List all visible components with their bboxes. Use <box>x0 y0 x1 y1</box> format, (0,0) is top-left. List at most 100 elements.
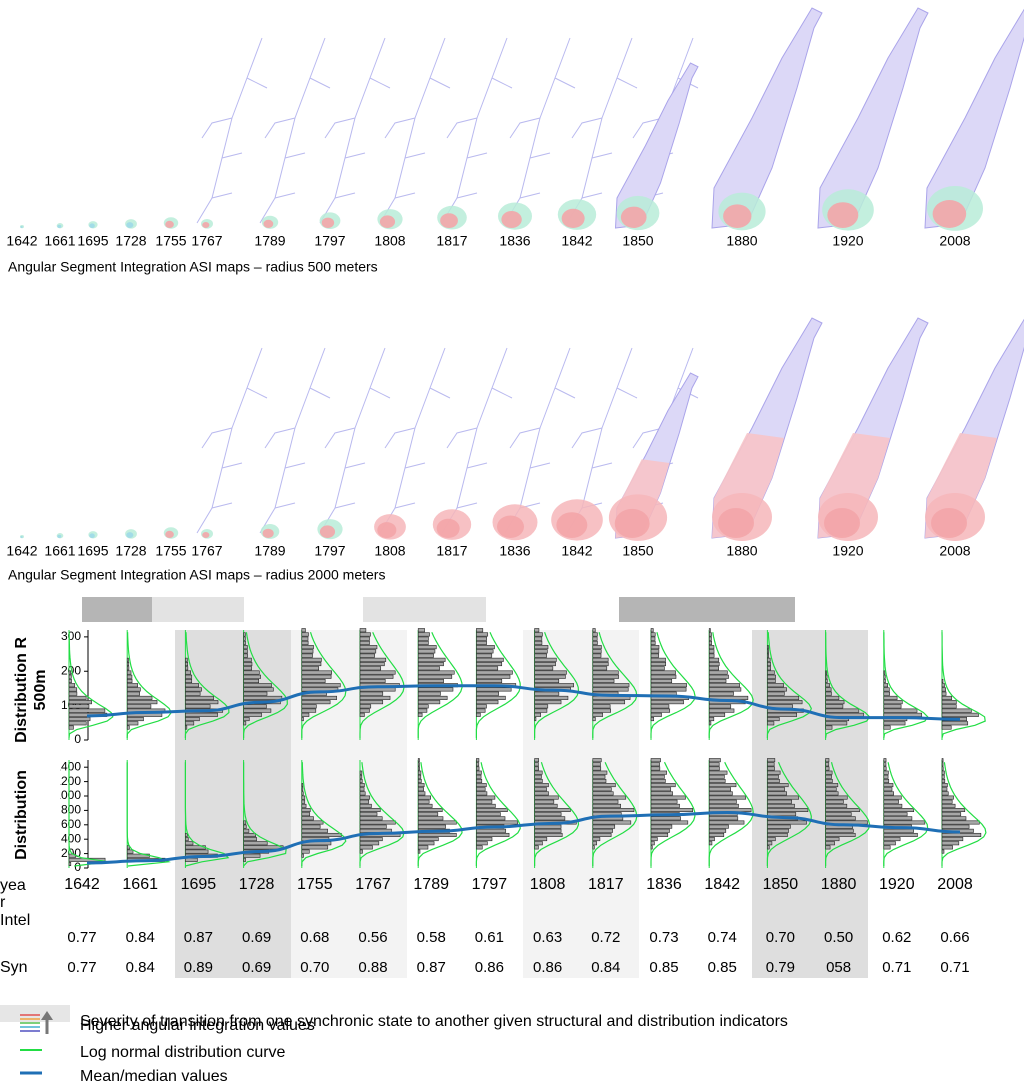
histogram-bar <box>883 820 926 825</box>
histogram-bar <box>650 787 672 792</box>
histogram-bar <box>708 721 712 726</box>
map <box>125 529 137 539</box>
histogram-bar <box>359 787 365 792</box>
histogram-bar <box>941 803 956 808</box>
histogram-bar <box>883 799 899 804</box>
histogram-bar <box>825 708 860 713</box>
histogram-bar <box>650 657 666 662</box>
map-core <box>165 530 174 539</box>
map <box>924 318 1024 541</box>
map-year: 1755 <box>155 233 186 249</box>
lognormal-curve <box>301 632 347 738</box>
histogram-bar <box>534 640 543 645</box>
histogram-bar <box>417 687 454 692</box>
histogram-bar <box>243 828 250 833</box>
histogram-bar <box>476 657 504 662</box>
map-year: 1695 <box>77 233 108 249</box>
histogram-bar <box>941 824 970 829</box>
table-cell: 0.62 <box>882 929 911 946</box>
histogram-bar <box>825 774 832 779</box>
histogram-bar <box>476 632 489 637</box>
histogram-bar <box>243 674 261 679</box>
map-core <box>165 220 174 228</box>
table-cell: 1817 <box>588 876 624 893</box>
histogram-bar <box>417 766 420 771</box>
histogram-bar <box>650 803 680 808</box>
table-cell: 0.50 <box>824 929 853 946</box>
histogram-bar <box>708 632 712 637</box>
histogram-bar <box>650 770 667 775</box>
map <box>557 37 638 230</box>
histogram-bar <box>941 691 947 696</box>
histogram-bar <box>301 662 322 667</box>
map-year: 1642 <box>6 233 37 249</box>
histogram-bar <box>883 791 894 796</box>
map <box>20 535 24 539</box>
map-network <box>441 37 513 224</box>
histogram-bar <box>476 799 493 804</box>
histogram-bar <box>825 770 833 775</box>
histogram-bar <box>476 803 496 808</box>
histogram-bar <box>417 783 425 788</box>
lognormal-curve <box>184 632 230 739</box>
histogram-bar <box>650 645 660 650</box>
histogram-bar <box>359 845 373 850</box>
histogram <box>301 628 347 740</box>
y-tick-label: 1400 <box>54 759 81 773</box>
histogram-bar <box>534 666 554 671</box>
histogram-bar <box>534 762 539 767</box>
histogram-bar <box>767 645 769 650</box>
histogram-bar <box>301 799 306 804</box>
histogram-bar <box>708 712 726 717</box>
histogram-bar <box>534 678 560 683</box>
histogram-bar <box>767 674 776 679</box>
histogram-bar <box>534 674 566 679</box>
histogram-bar <box>417 849 421 854</box>
histogram-bar <box>534 791 549 796</box>
histogram-bar <box>534 778 543 783</box>
histogram-bar <box>359 653 375 658</box>
histogram-bar <box>359 837 383 842</box>
table-cell: 0.72 <box>591 929 620 946</box>
histogram-bar <box>534 783 549 788</box>
histogram-bar <box>359 662 385 667</box>
histogram-bar <box>708 649 715 654</box>
histogram-bar <box>476 649 494 654</box>
histogram-bar <box>941 683 945 688</box>
map-network <box>379 37 451 224</box>
histogram-bar <box>767 678 776 683</box>
legend-text: Log normal distribution curve <box>80 1044 286 1061</box>
table-cell: 1842 <box>704 876 740 893</box>
histogram-bar <box>825 783 839 788</box>
histogram-bar <box>243 853 261 858</box>
legend-swatch <box>0 1005 70 1022</box>
histogram-bar <box>650 766 661 771</box>
histogram-bar <box>359 678 386 683</box>
histogram-bar <box>417 841 435 846</box>
y-tick-label: 300 <box>61 629 81 643</box>
histogram-bar <box>825 832 856 837</box>
histogram-bar <box>941 708 972 713</box>
histogram <box>359 760 405 868</box>
histogram-bar <box>243 666 252 671</box>
histogram-bar <box>708 666 719 671</box>
histogram-bar <box>301 803 307 808</box>
map-core <box>932 200 967 228</box>
map <box>377 37 451 230</box>
map-core <box>440 213 458 229</box>
table-cell: 1850 <box>763 876 799 893</box>
histogram-bar <box>243 857 246 862</box>
map-core <box>497 515 524 538</box>
table-cell: 1755 <box>297 876 333 893</box>
histogram-bar <box>767 691 785 696</box>
map-year: 1836 <box>499 233 530 249</box>
histogram-bar <box>243 649 248 654</box>
histogram-bar <box>185 857 198 862</box>
histogram-bar <box>476 812 501 817</box>
histogram-bar <box>476 640 487 645</box>
histogram-bar <box>534 653 547 658</box>
table-cell: 0.66 <box>940 929 969 946</box>
histogram-bar <box>476 828 507 833</box>
map-network <box>504 37 576 224</box>
histogram-bar <box>301 708 317 713</box>
